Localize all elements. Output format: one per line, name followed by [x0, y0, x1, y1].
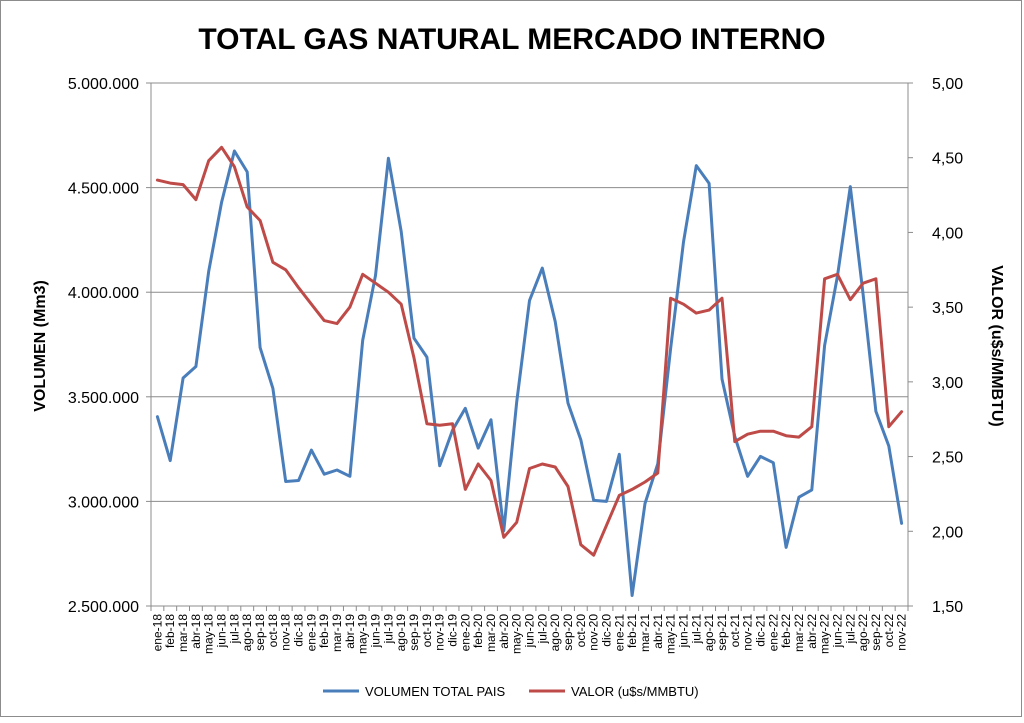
left-axis-tick-label: 3.000.000	[68, 494, 139, 511]
x-axis-tick-label: oct-21	[728, 614, 742, 648]
x-axis-tick-label: jun-19	[369, 614, 383, 649]
legend-label: VALOR (u$s/MMBTU)	[571, 684, 699, 699]
x-axis-tick-label: ago-21	[702, 614, 716, 652]
x-axis-tick-label: dic-20	[599, 614, 613, 647]
right-axis-tick-label: 2,50	[932, 450, 963, 467]
x-axis-tick-label: jun-20	[523, 614, 537, 649]
x-axis-tick-label: ago-18	[240, 614, 254, 652]
x-axis-tick-label: dic-19	[446, 614, 460, 647]
x-axis-tick-label: nov-19	[433, 614, 447, 651]
x-axis-tick-label: sep-21	[715, 614, 729, 651]
x-axis-tick-label: jul-20	[535, 614, 549, 645]
x-axis-tick-label: feb-19	[317, 614, 331, 648]
x-axis-tick-label: mar-19	[330, 614, 344, 652]
left-axis-tick-label: 4.500.000	[68, 181, 139, 198]
x-axis-tick-label: may-19	[356, 614, 370, 654]
right-axis-tick-label: 4,00	[932, 225, 963, 242]
right-axis-tick-label: 5,00	[932, 76, 963, 93]
right-axis-tick-label: 4,50	[932, 151, 963, 168]
x-axis-tick-label: abr-19	[343, 614, 357, 649]
x-axis-tick-label: feb-22	[779, 614, 793, 648]
x-axis-tick-label: sep-19	[407, 614, 421, 651]
x-axis-tick-label: nov-20	[587, 614, 601, 651]
x-axis-tick-label: feb-18	[163, 614, 177, 648]
right-axis-tick-label: 3,00	[932, 375, 963, 392]
x-axis-tick-label: sep-18	[253, 614, 267, 651]
left-axis-tick-label: 5.000.000	[68, 76, 139, 93]
x-axis-tick-label: abr-22	[805, 614, 819, 649]
legend-label: VOLUMEN TOTAL PAIS	[365, 684, 505, 699]
x-axis-tick-label: ene-18	[150, 614, 164, 652]
x-axis-tick-label: jun-18	[215, 614, 229, 649]
x-axis-tick-label: jul-21	[689, 614, 703, 645]
x-axis-tick-label: jul-19	[381, 614, 395, 645]
x-axis-tick-labels: ene-18feb-18mar-18abr-18may-18jun-18jul-…	[150, 614, 908, 654]
left-axis-tick-labels: 2.500.000 3.000.000 3.500.000 4.000.000 4.50…	[68, 76, 139, 616]
x-axis-tick-label: dic-18	[292, 614, 306, 647]
right-axis-tick-label: 1,50	[932, 599, 963, 616]
left-axis-label: VOLUMEN (Mm3)	[32, 280, 49, 412]
right-axis-tick-labels: 1,50 2,00 2,50 3,00 3,50 4,00 4,50 5,00	[932, 76, 963, 616]
series-line-volumen	[155, 149, 904, 597]
x-axis-tick-label: mar-18	[176, 614, 190, 652]
x-axis-tick-label: nov-22	[895, 614, 909, 651]
x-axis-tick-label: ene-19	[304, 614, 318, 652]
x-axis-tick-label: ago-20	[548, 614, 562, 652]
series-lines	[155, 145, 904, 597]
x-axis-tick-label: may-20	[510, 614, 524, 654]
x-axis-tick-label: abr-21	[651, 614, 665, 649]
x-axis-tick-label: mar-20	[484, 614, 498, 652]
gridlines	[151, 82, 908, 607]
right-axis-tick-label: 2,00	[932, 524, 963, 541]
x-axis-tick-label: jun-21	[676, 614, 690, 649]
x-axis-tick-label: may-21	[664, 614, 678, 654]
x-axis-tick-label: abr-20	[497, 614, 511, 649]
x-axis-tick-label: oct-19	[420, 614, 434, 648]
left-axis-tick-label: 2.500.000	[68, 599, 139, 616]
x-axis-tick-label: may-18	[202, 614, 216, 654]
right-axis-label: VALOR (u$s/MMBTU)	[988, 265, 1005, 426]
x-axis-tick-label: nov-18	[279, 614, 293, 651]
x-axis-tick-label: ene-22	[766, 614, 780, 652]
chart-title: TOTAL GAS NATURAL MERCADO INTERNO	[198, 23, 825, 56]
x-axis-tick-label: ago-19	[394, 614, 408, 652]
x-axis-tick-label: oct-18	[266, 614, 280, 648]
x-axis-tick-label: jun-22	[830, 614, 844, 649]
series-line-valor	[155, 145, 904, 557]
x-axis-tick-label: oct-20	[574, 614, 588, 648]
legend: VOLUMEN TOTAL PAIS VALOR (u$s/MMBTU)	[323, 684, 699, 699]
x-axis-tick-label: mar-21	[638, 614, 652, 652]
x-axis-tick-label: ene-21	[612, 614, 626, 652]
x-axis-tick-label: sep-22	[869, 614, 883, 651]
right-axis-tick-label: 3,50	[932, 300, 963, 317]
x-axis-tick-label: abr-18	[189, 614, 203, 649]
x-axis-tick-label: feb-21	[625, 614, 639, 648]
left-axis-tick-label: 4.000.000	[68, 285, 139, 302]
x-axis-tick-label: may-22	[818, 614, 832, 654]
x-axis-tick-label: ago-22	[856, 614, 870, 652]
x-axis-tick-label: oct-22	[882, 614, 896, 648]
x-axis-tick-label: feb-20	[471, 614, 485, 648]
x-axis-tick-label: jul-22	[843, 614, 857, 645]
x-axis-tick-label: jul-18	[227, 614, 241, 645]
x-axis-tick-label: dic-21	[753, 614, 767, 647]
axes	[146, 82, 913, 611]
x-axis-tick-label: nov-21	[741, 614, 755, 651]
x-axis-tick-label: ene-20	[458, 614, 472, 652]
x-axis-tick-label: sep-20	[561, 614, 575, 651]
x-axis-tick-label: mar-22	[792, 614, 806, 652]
left-axis-tick-label: 3.500.000	[68, 390, 139, 407]
